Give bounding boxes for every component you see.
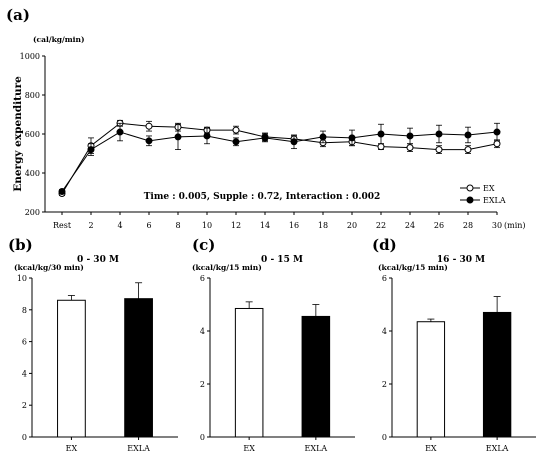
data-point-exla (145, 137, 153, 145)
bar-exla (301, 315, 331, 438)
bar-label-exla: EXLA (486, 444, 509, 453)
panel-a-x-tick-label: 18 (318, 221, 328, 230)
panel-b-y-tick-label: 6 (22, 338, 27, 347)
legend-ex-marker (466, 184, 474, 192)
panel-d-y-tick-label: 6 (382, 274, 387, 283)
panel-a-x-tick-label: 12 (231, 221, 241, 230)
data-point-exla (203, 132, 211, 140)
panel-d-bar-chart: 0 2 4 6 EX EXLA (382, 274, 536, 453)
panel-c-title: 0 - 15 M (261, 255, 303, 265)
panel-a-x-tick-label: Rest (53, 221, 72, 230)
data-point-ex (406, 144, 414, 152)
panel-a-y-tick-label: 1000 (20, 52, 40, 61)
bar-exla (482, 311, 512, 438)
panel-b-y-unit: (kcal/kg/30 min) (14, 263, 84, 272)
panel-a-y-tick-label: 600 (25, 130, 40, 139)
data-point-exla (348, 134, 356, 142)
bar-label-exla: EXLA (305, 444, 328, 453)
panel-a-y-tick-label: 800 (25, 91, 40, 100)
panel-a-x-unit: (min) (504, 221, 526, 230)
data-point-exla (464, 131, 472, 139)
panel-b-y-tick-label: 10 (17, 274, 27, 283)
data-point-exla (493, 128, 501, 136)
legend-item-ex: EX (460, 184, 495, 193)
panel-d-y-tick-label: 4 (382, 327, 387, 336)
data-point-exla (174, 133, 182, 141)
data-point-exla (58, 188, 66, 196)
panel-b-title: 0 - 30 M (77, 255, 119, 265)
panel-b-y-tick-label: 8 (22, 306, 27, 315)
data-point-ex (232, 126, 240, 134)
panel-d-y-tick-label: 0 (382, 433, 387, 442)
panel-a-x-tick-label: 30 (492, 221, 502, 230)
data-point-exla (377, 130, 385, 138)
panel-b-y-tick-label: 4 (22, 369, 27, 378)
panel-a-legend: EX EXLA (460, 184, 506, 205)
bar-label-ex: EX (66, 444, 78, 453)
panel-a-x-tick-label: 2 (88, 221, 93, 230)
panel-d-letter: (d) (372, 236, 397, 254)
panel-a-y-unit: (cal/kg/min) (33, 35, 85, 44)
panel-b-y-tick-label: 2 (22, 401, 27, 410)
series-line-ex (61, 122, 498, 194)
panel-a-x-tick-label: 6 (146, 221, 151, 230)
panel-c-y-tick-label: 0 (200, 433, 205, 442)
legend-exla-label: EXLA (483, 196, 506, 205)
bar-exla (124, 298, 153, 438)
panel-c-y-tick-label: 4 (200, 327, 205, 336)
data-point-ex (493, 140, 501, 148)
data-point-exla (435, 130, 443, 138)
panel-a-x-tick-label: 22 (376, 221, 386, 230)
bar-label-ex: EX (243, 444, 255, 453)
panel-d-title: 16 - 30 M (437, 255, 485, 265)
data-point-exla (319, 133, 327, 141)
panel-a-y-tick-label: 400 (25, 169, 40, 178)
panel-b-bar-chart: 0 2 4 6 8 10 EX EXLA (17, 274, 178, 453)
panel-c-letter: (c) (192, 236, 215, 254)
panel-a-letter: (a) (6, 6, 30, 24)
data-point-exla (290, 138, 298, 146)
data-point-exla (261, 134, 269, 142)
panel-a-x-tick-label: 16 (289, 221, 299, 230)
data-point-exla (406, 132, 414, 140)
panel-b-letter: (b) (8, 236, 33, 254)
panel-a-x-tick-label: 8 (175, 221, 180, 230)
panel-d-y-unit: (kcal/kg/15 min) (378, 263, 448, 272)
bar-label-ex: EX (425, 444, 437, 453)
data-point-ex (377, 143, 385, 151)
series-line-exla (61, 131, 498, 192)
bar-label-exla: EXLA (127, 444, 150, 453)
data-point-exla (87, 146, 95, 154)
panel-d-y-tick-label: 2 (382, 380, 387, 389)
bar-ex (416, 321, 446, 438)
data-point-exla (232, 138, 240, 146)
panel-a-x-tick-label: 24 (405, 221, 415, 230)
panel-a-x-tick-label: 28 (463, 221, 473, 230)
data-point-ex (145, 122, 153, 130)
panel-a-x-tick-label: 20 (347, 221, 357, 230)
panel-a-x-tick-label: 10 (202, 221, 212, 230)
legend-item-exla: EXLA (460, 196, 506, 205)
panel-c-y-unit: (kcal/kg/15 min) (192, 263, 262, 272)
panel-a-y-axis-label: Energy expenditure (12, 76, 24, 192)
panel-c-bar-chart: 0 2 4 6 EX EXLA (200, 274, 355, 453)
data-point-ex (435, 146, 443, 154)
panel-c-y-tick-label: 6 (200, 274, 205, 283)
panel-a-x-tick-label: 26 (434, 221, 444, 230)
data-point-ex (464, 146, 472, 154)
panel-a-stats-annotation: Time : 0.005, Supple : 0.72, Interaction… (144, 192, 381, 202)
panel-c-y-tick-label: 2 (200, 380, 205, 389)
bar-ex (57, 299, 86, 438)
panel-a-x-tick-label: 14 (260, 221, 270, 230)
bar-ex (234, 307, 264, 438)
panel-a-y-tick-label: 200 (25, 208, 40, 217)
panel-a-x-tick-label: 4 (117, 221, 122, 230)
legend-ex-label: EX (483, 184, 495, 193)
legend-exla-marker (466, 196, 474, 204)
data-point-exla (116, 128, 124, 136)
panel-b-y-tick-label: 0 (22, 433, 27, 442)
